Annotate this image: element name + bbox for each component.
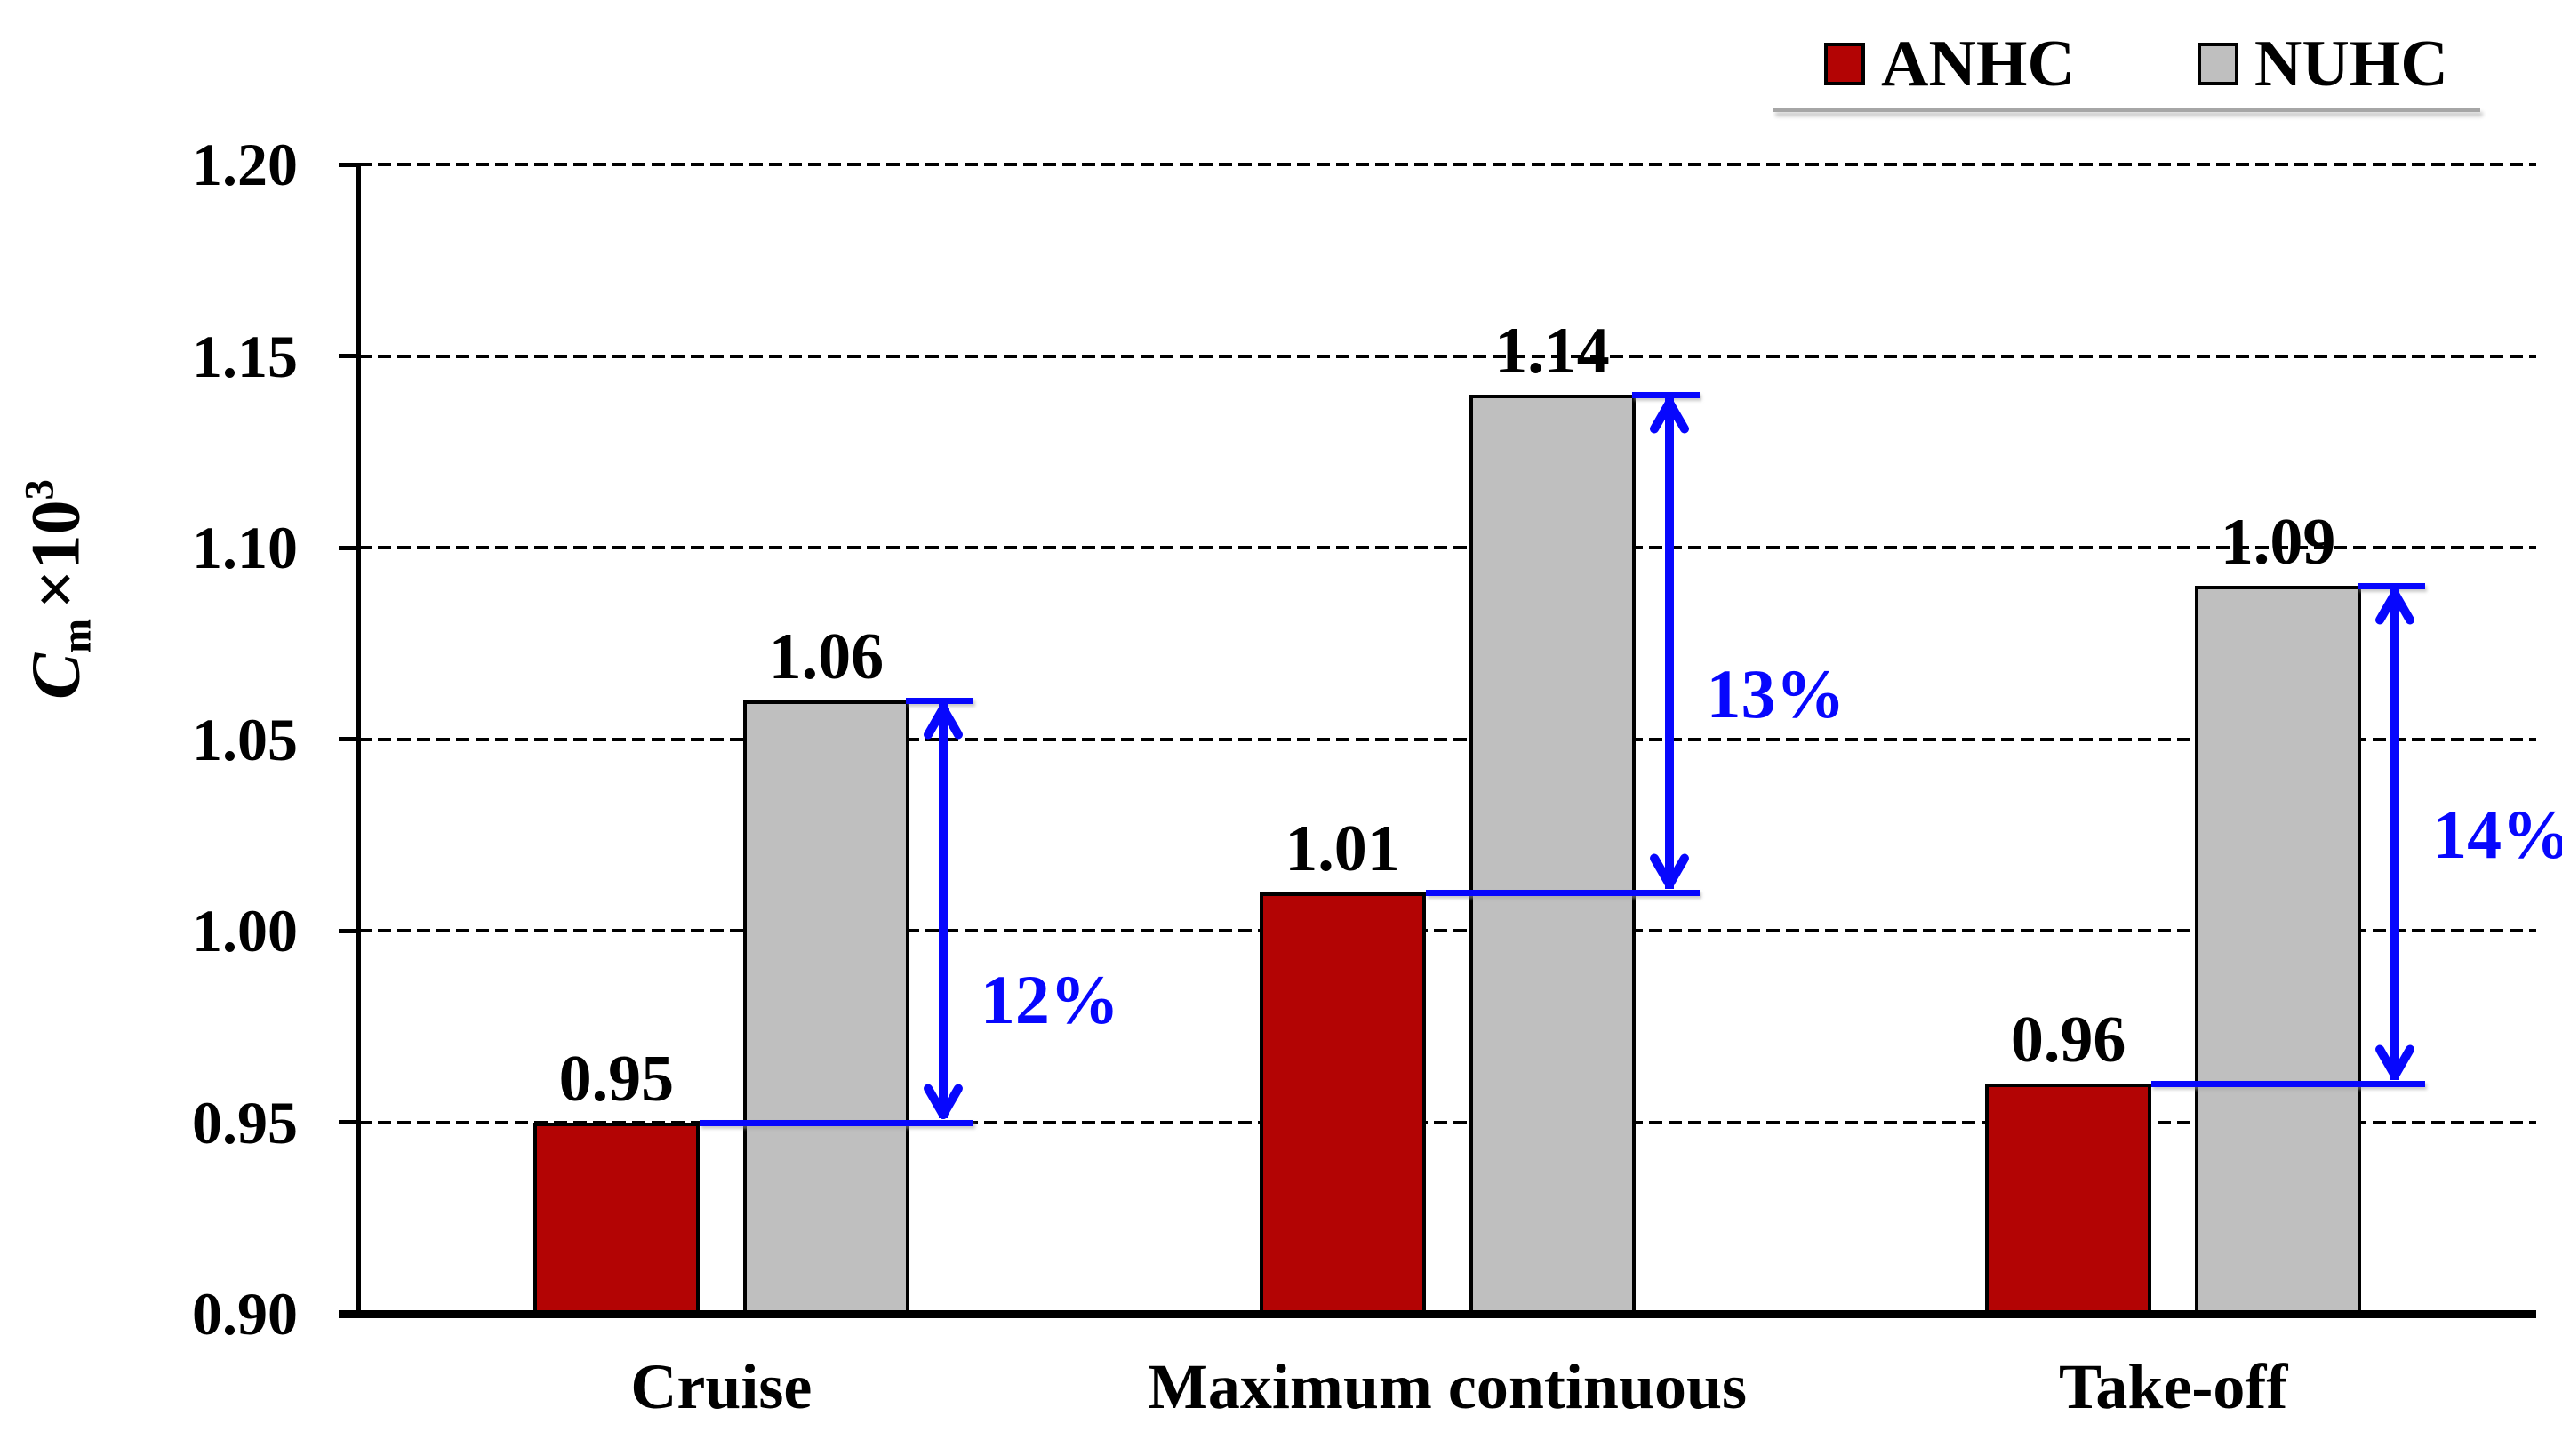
gridline-1.00 [358,929,2536,932]
value-label-nuhc-maximum-continuous: 1.14 [1494,314,1610,388]
x-axis-line [339,1310,2536,1318]
y-tick-1.05 [339,737,358,741]
legend: ANHC NUHC [1824,25,2448,103]
y-tick-label-0.95: 0.95 [192,1088,298,1156]
y-axis-line [356,164,361,1314]
y-tick-0.95 [339,1120,358,1124]
y-axis-title: Cm×103 [16,479,100,700]
annotation-arrow-cruise [938,704,948,1119]
bar-nuhc-maximum-continuous [1469,394,1636,1314]
annotation-topline-cruise [905,698,973,705]
annotation-topline-take-off [2358,583,2426,590]
gridline-1.10 [358,546,2536,549]
y-tick-label-1.00: 1.00 [192,897,298,964]
value-label-nuhc-take-off: 1.09 [2220,506,2336,580]
legend-item-nuhc: NUHC [2197,28,2448,100]
annotation-arrow-take-off [2390,589,2400,1081]
percent-label-take-off: 14% [2432,796,2562,874]
legend-swatch-nuhc [2197,43,2238,85]
y-tick-label-1.05: 1.05 [192,705,298,773]
annotation-baseline-take-off [2151,1081,2426,1088]
y-tick-1.00 [339,928,358,933]
value-label-anhc-cruise: 0.95 [558,1042,675,1116]
y-tick-1.10 [339,545,358,550]
value-label-anhc-take-off: 0.96 [2010,1004,2126,1077]
legend-item-anhc: ANHC [1824,31,2075,97]
percent-label-cruise: 12% [980,961,1119,1039]
y-tick-label-1.10: 1.10 [192,514,298,581]
category-label-maximum-continuous: Maximum continuous [1147,1351,1748,1422]
bar-anhc-cruise [532,1122,700,1314]
bar-anhc-maximum-continuous [1259,892,1426,1314]
gridline-1.15 [358,354,2536,358]
value-label-anhc-maximum-continuous: 1.01 [1285,812,1400,885]
y-title-exponent: 3 [16,479,63,500]
percent-label-maximum-continuous: 13% [1706,654,1845,732]
y-tick-1.15 [339,354,358,358]
category-label-take-off: Take-off [2058,1351,2288,1422]
y-tick-1.20 [339,162,358,167]
gridline-1.05 [358,737,2536,741]
annotation-arrow-maximum-continuous [1664,397,1674,889]
gridline-1.20 [358,163,2536,166]
y-title-subscript: m [53,618,100,653]
legend-underline [1773,108,2480,112]
bar-anhc-take-off [1985,1084,2152,1314]
bar-nuhc-cruise [742,700,909,1314]
annotation-topline-maximum-continuous [1631,391,1700,398]
legend-label-anhc: ANHC [1881,28,2075,100]
annotation-baseline-maximum-continuous [1425,889,1700,896]
legend-label-nuhc: NUHC [2254,28,2448,100]
bar-nuhc-take-off [2195,586,2362,1314]
gridline-0.95 [358,1120,2536,1124]
legend-swatch-anhc [1824,43,1865,85]
annotation-baseline-cruise [699,1119,973,1126]
value-label-nuhc-cruise: 1.06 [768,620,885,694]
y-tick-label-0.90: 0.90 [192,1280,298,1348]
y-tick-label-1.20: 1.20 [192,131,298,198]
y-tick-label-1.15: 1.15 [192,322,298,390]
y-title-symbol: C [16,652,94,700]
category-label-cruise: Cruise [630,1351,813,1422]
